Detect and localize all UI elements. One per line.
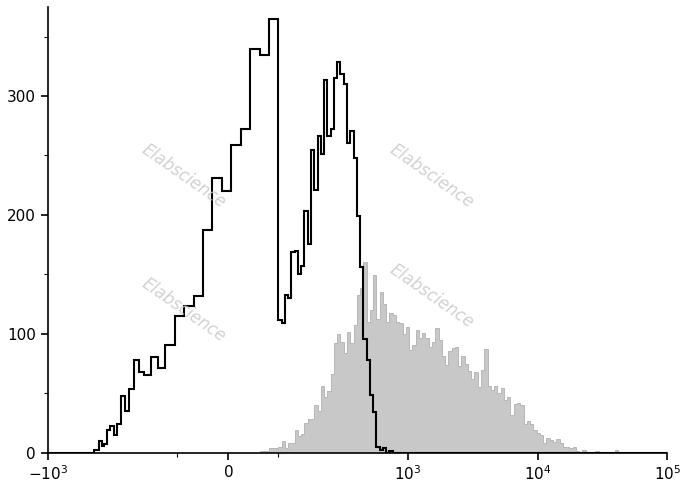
- Text: Elabscience: Elabscience: [387, 261, 477, 332]
- Text: Elabscience: Elabscience: [387, 141, 477, 212]
- Text: Elabscience: Elabscience: [138, 141, 230, 212]
- Text: Elabscience: Elabscience: [138, 274, 230, 345]
